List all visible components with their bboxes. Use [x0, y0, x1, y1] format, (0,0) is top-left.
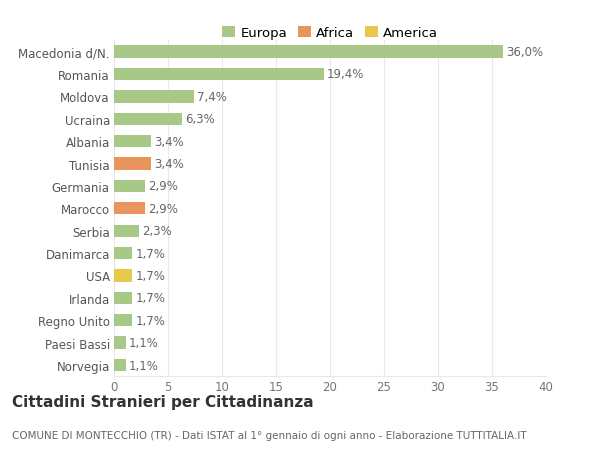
Bar — [114, 180, 145, 193]
Bar — [114, 337, 126, 349]
Text: 1,1%: 1,1% — [129, 359, 159, 372]
Text: 1,1%: 1,1% — [129, 336, 159, 349]
Bar — [114, 69, 323, 81]
Text: COMUNE DI MONTECCHIO (TR) - Dati ISTAT al 1° gennaio di ogni anno - Elaborazione: COMUNE DI MONTECCHIO (TR) - Dati ISTAT a… — [12, 431, 527, 440]
Bar — [114, 314, 133, 327]
Bar — [114, 292, 133, 304]
Text: 1,7%: 1,7% — [136, 314, 166, 327]
Bar — [114, 225, 139, 237]
Bar — [114, 203, 145, 215]
Text: 2,9%: 2,9% — [149, 202, 178, 215]
Bar — [114, 46, 503, 59]
Text: 6,3%: 6,3% — [185, 113, 215, 126]
Text: Cittadini Stranieri per Cittadinanza: Cittadini Stranieri per Cittadinanza — [12, 394, 314, 409]
Text: 1,7%: 1,7% — [136, 269, 166, 282]
Text: 1,7%: 1,7% — [136, 292, 166, 305]
Bar — [114, 270, 133, 282]
Text: 1,7%: 1,7% — [136, 247, 166, 260]
Bar — [114, 113, 182, 126]
Text: 3,4%: 3,4% — [154, 135, 184, 148]
Bar — [114, 136, 151, 148]
Text: 7,4%: 7,4% — [197, 91, 227, 104]
Text: 2,9%: 2,9% — [149, 180, 178, 193]
Text: 3,4%: 3,4% — [154, 158, 184, 171]
Bar — [114, 247, 133, 260]
Text: 36,0%: 36,0% — [506, 46, 543, 59]
Bar — [114, 91, 194, 103]
Text: 19,4%: 19,4% — [327, 68, 364, 81]
Bar — [114, 359, 126, 371]
Text: 2,3%: 2,3% — [142, 225, 172, 238]
Bar — [114, 158, 151, 170]
Legend: Europa, Africa, America: Europa, Africa, America — [219, 24, 441, 43]
